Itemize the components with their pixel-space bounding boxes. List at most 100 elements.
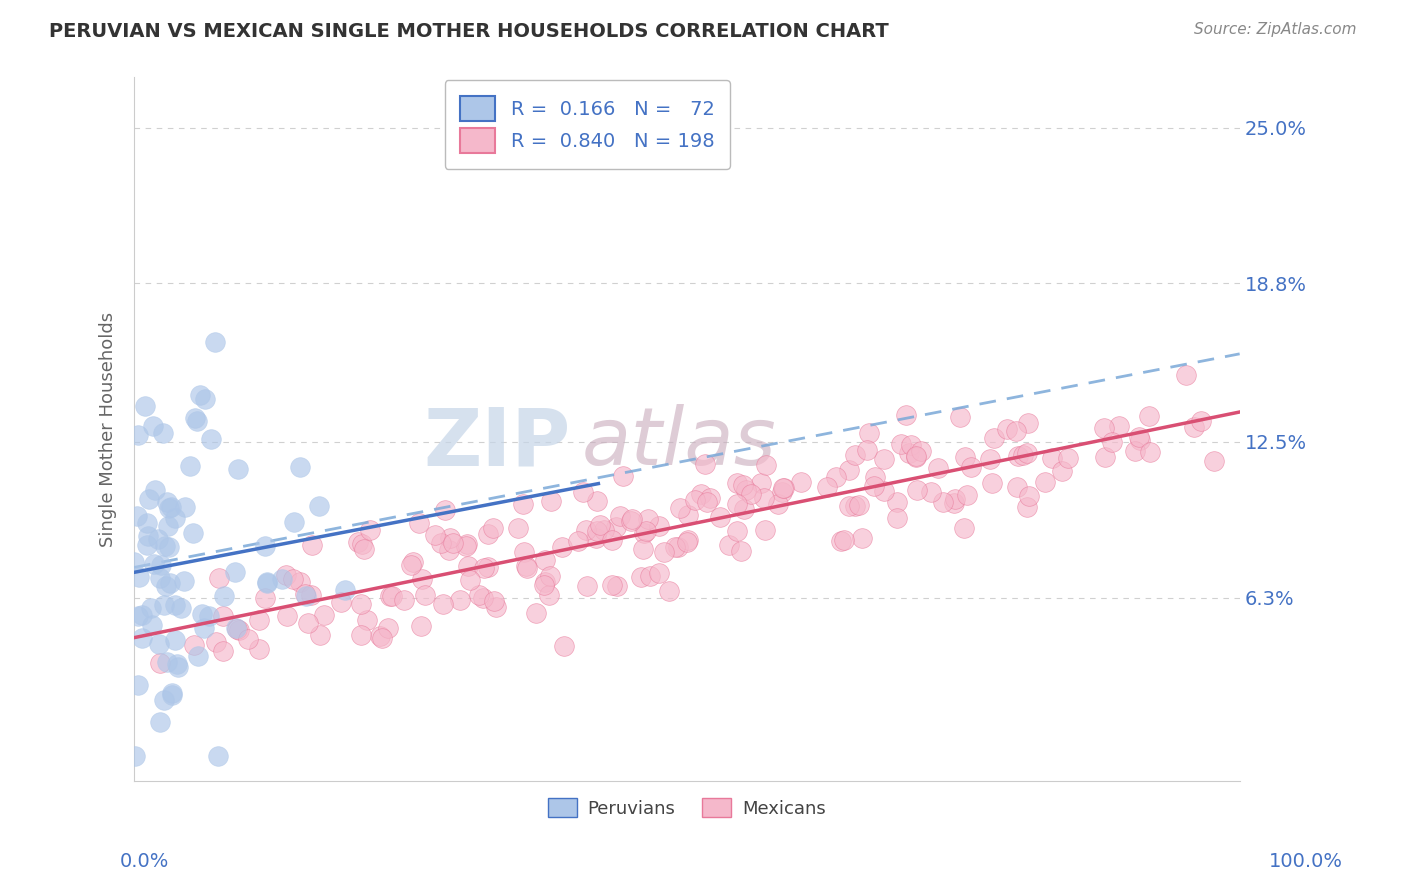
Point <box>1139 444 1161 458</box>
Point <box>127 428 149 442</box>
Point <box>634 524 657 538</box>
Point <box>620 515 643 529</box>
Point <box>141 600 163 615</box>
Point <box>910 444 932 458</box>
Point <box>886 495 908 509</box>
Point <box>589 518 612 533</box>
Point <box>170 601 193 615</box>
Point <box>872 451 894 466</box>
Point <box>149 571 172 585</box>
Point <box>600 578 623 592</box>
Legend: Peruvians, Mexicans: Peruvians, Mexicans <box>540 790 834 825</box>
Point <box>942 495 965 509</box>
Text: 100.0%: 100.0% <box>1268 852 1343 871</box>
Point <box>482 593 505 607</box>
Point <box>953 450 976 464</box>
Point <box>127 609 149 624</box>
Point <box>330 595 353 609</box>
Point <box>1128 430 1150 444</box>
Point <box>943 492 966 507</box>
Point <box>297 615 319 630</box>
Point <box>551 540 574 554</box>
Point <box>1101 435 1123 450</box>
Point <box>1017 416 1039 430</box>
Point <box>1018 489 1040 503</box>
Point <box>191 607 214 621</box>
Point <box>609 508 631 523</box>
Point <box>411 572 433 586</box>
Point <box>138 492 160 507</box>
Point <box>904 450 927 465</box>
Point <box>678 508 700 522</box>
Point <box>402 555 425 569</box>
Point <box>179 459 201 474</box>
Point <box>162 688 184 702</box>
Point <box>411 619 433 633</box>
Point <box>621 512 644 526</box>
Point <box>152 425 174 440</box>
Point <box>585 532 607 546</box>
Point <box>197 608 219 623</box>
Point <box>456 539 478 553</box>
Point <box>979 452 1001 467</box>
Point <box>149 656 172 670</box>
Point <box>371 631 394 645</box>
Point <box>425 528 447 542</box>
Point <box>789 475 811 490</box>
Point <box>772 482 794 496</box>
Point <box>481 520 503 534</box>
Point <box>863 479 886 493</box>
Point <box>513 545 536 559</box>
Point <box>1015 446 1038 460</box>
Point <box>163 598 186 612</box>
Point <box>533 574 555 589</box>
Point <box>160 500 183 514</box>
Point <box>157 500 180 515</box>
Point <box>157 540 180 554</box>
Point <box>333 582 356 597</box>
Point <box>1007 449 1029 463</box>
Point <box>1033 475 1056 490</box>
Point <box>131 608 153 623</box>
Point <box>183 639 205 653</box>
Point <box>350 536 373 550</box>
Point <box>927 461 949 475</box>
Point <box>1182 420 1205 434</box>
Point <box>538 569 561 583</box>
Point <box>931 495 953 509</box>
Point <box>477 559 499 574</box>
Point <box>540 494 562 508</box>
Point <box>312 607 335 622</box>
Point <box>194 392 217 407</box>
Point <box>127 678 149 692</box>
Point <box>226 622 249 636</box>
Point <box>295 589 318 603</box>
Point <box>294 587 316 601</box>
Point <box>205 635 228 649</box>
Point <box>844 448 866 462</box>
Point <box>135 516 157 530</box>
Point <box>155 579 177 593</box>
Point <box>437 542 460 557</box>
Point <box>299 588 322 602</box>
Point <box>153 598 176 612</box>
Point <box>122 555 145 569</box>
Point <box>572 484 595 499</box>
Point <box>905 483 928 498</box>
Point <box>288 460 311 475</box>
Point <box>873 483 896 498</box>
Point <box>696 495 718 509</box>
Point <box>283 515 305 529</box>
Point <box>456 537 478 551</box>
Point <box>605 520 627 534</box>
Point <box>408 516 430 530</box>
Point <box>648 518 671 533</box>
Text: Source: ZipAtlas.com: Source: ZipAtlas.com <box>1194 22 1357 37</box>
Point <box>824 470 846 484</box>
Point <box>981 475 1004 490</box>
Point <box>1092 420 1115 434</box>
Point <box>188 388 211 402</box>
Point <box>900 438 922 452</box>
Point <box>669 500 692 515</box>
Point <box>838 463 860 477</box>
